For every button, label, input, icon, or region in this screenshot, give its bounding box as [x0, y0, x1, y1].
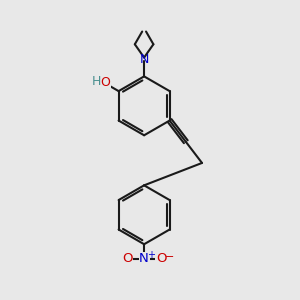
- Text: −: −: [165, 252, 175, 262]
- Text: N: N: [139, 252, 149, 266]
- Text: O: O: [101, 76, 111, 89]
- Text: O: O: [156, 252, 166, 266]
- Text: N: N: [140, 53, 149, 66]
- Text: +: +: [147, 250, 154, 260]
- Text: H: H: [91, 75, 101, 88]
- Text: O: O: [122, 252, 132, 266]
